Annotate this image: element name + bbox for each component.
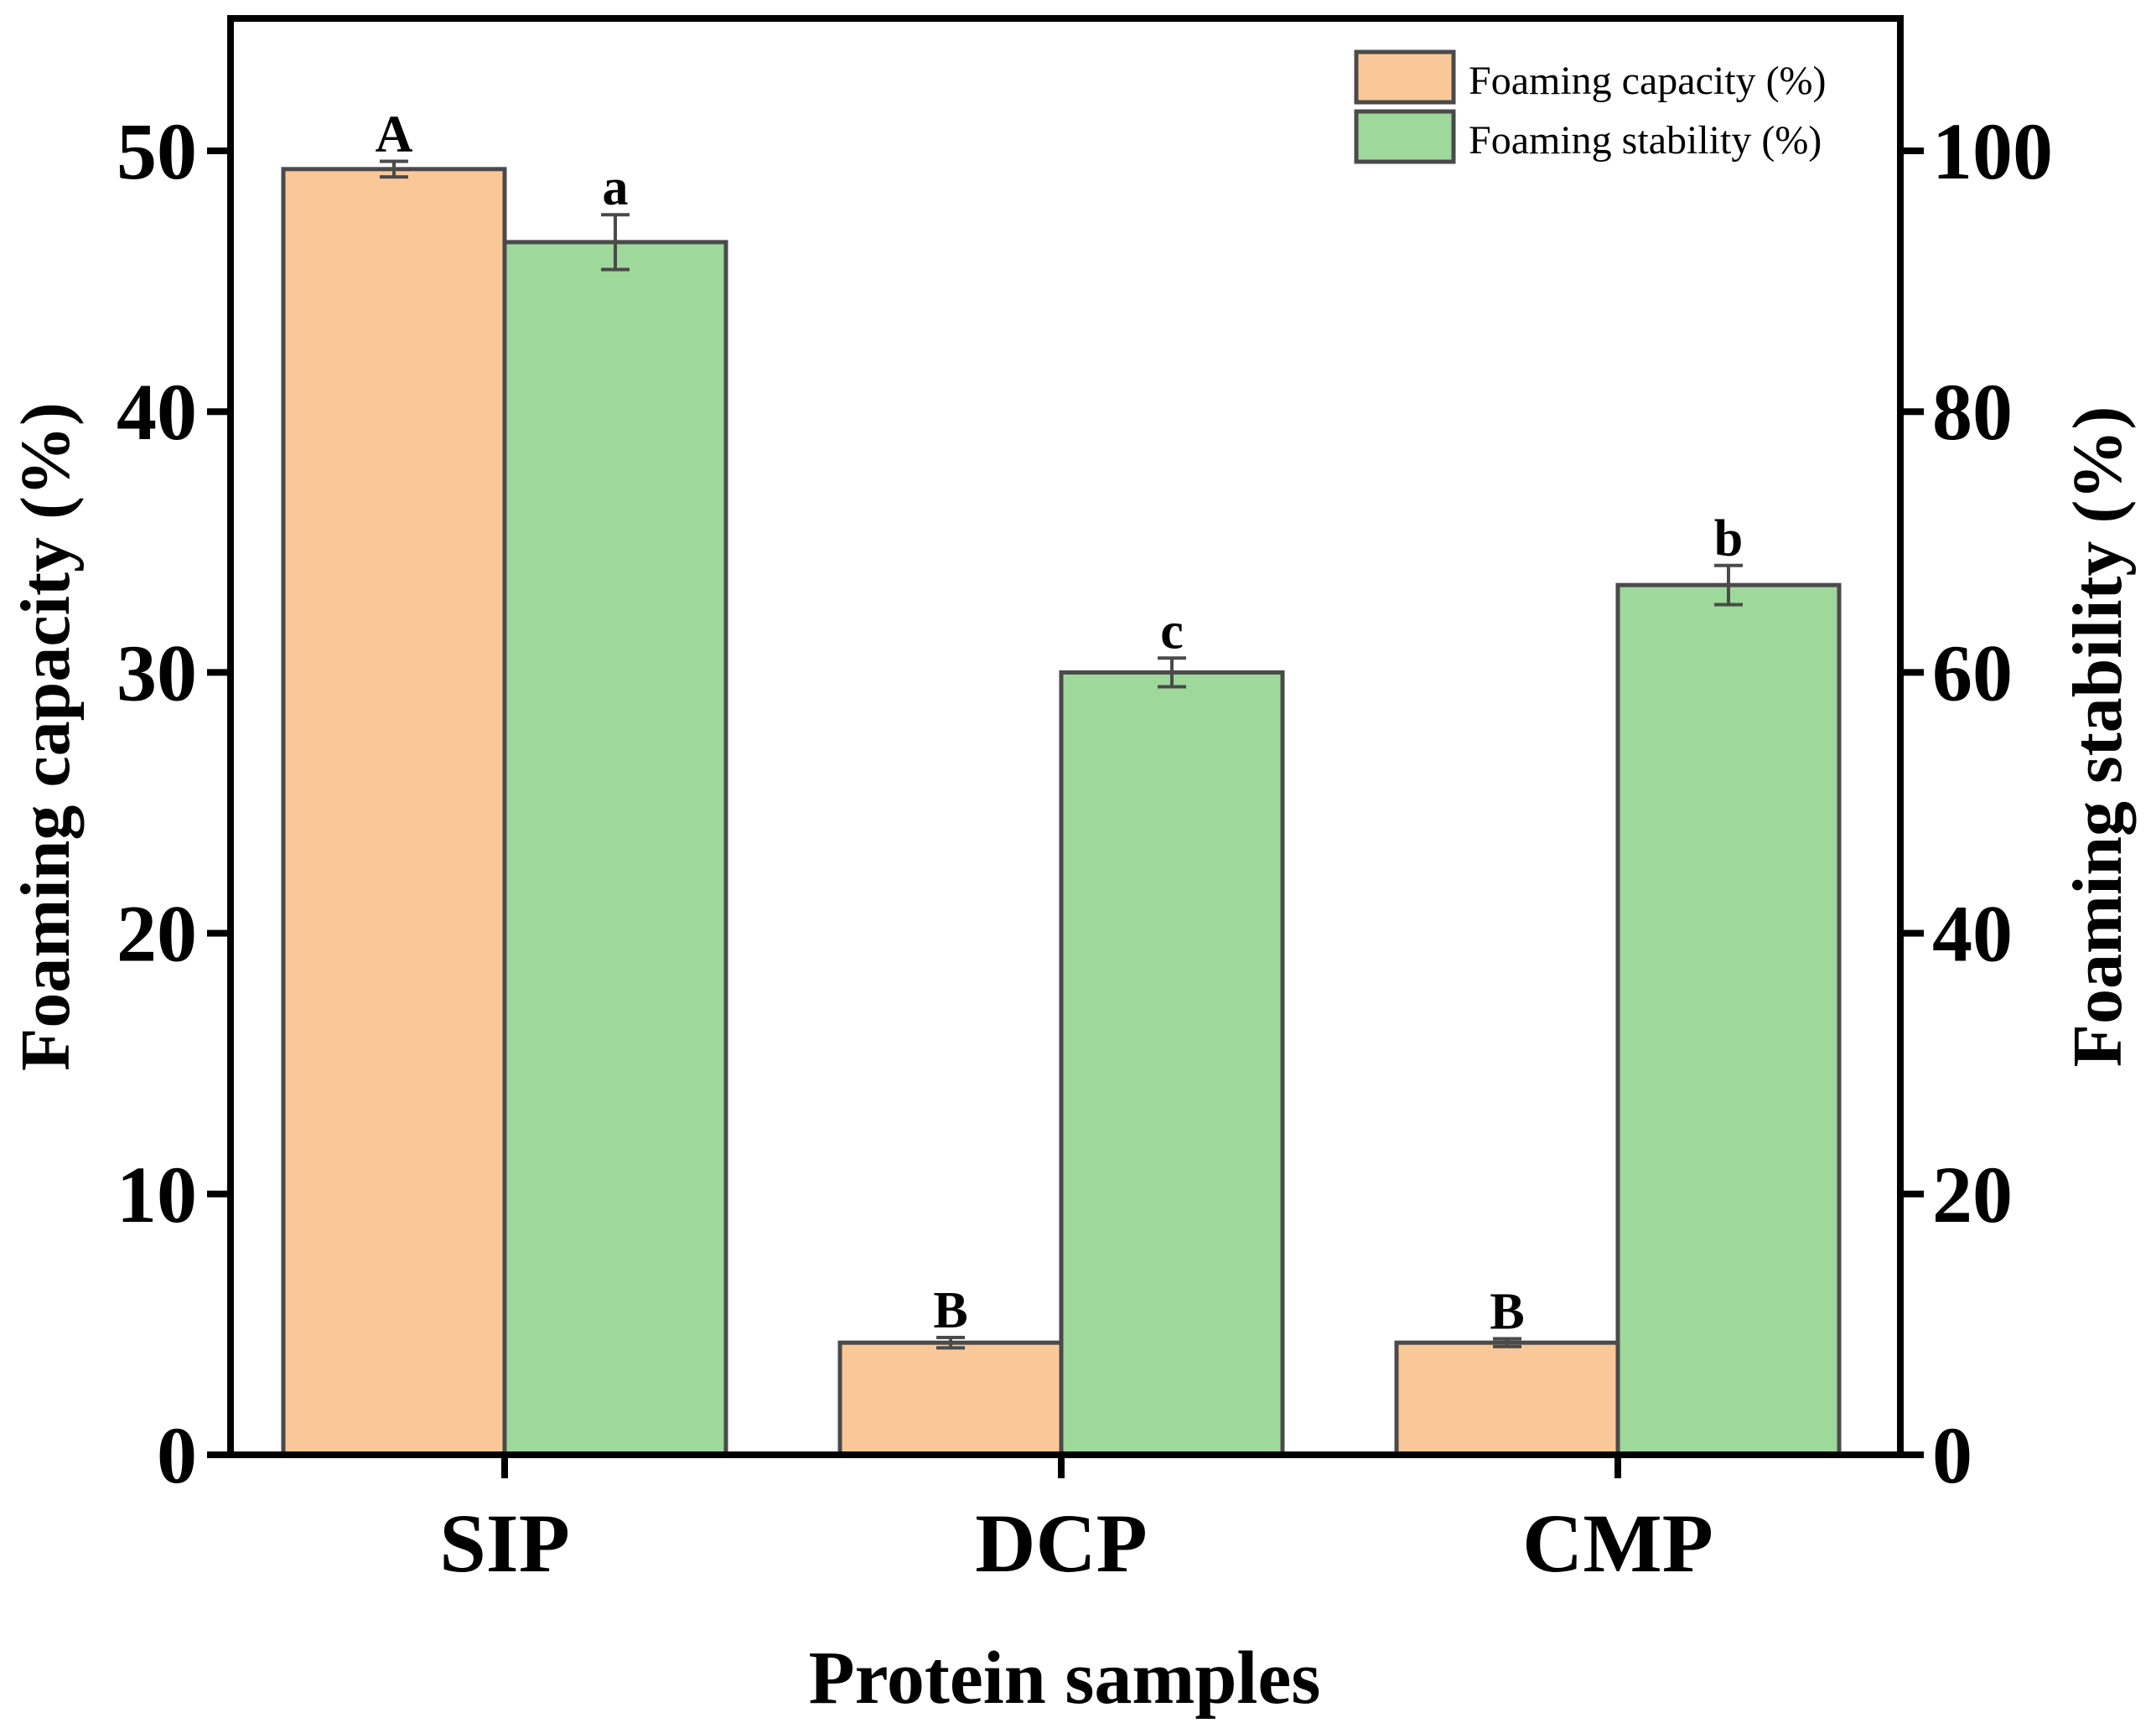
ticks-layer: 0 10 20 30 40 50 0 20 40 60 80 100 SIP DCP CMP <box>117 106 2053 1590</box>
legend-swatch-foaming-stability <box>1354 109 1456 164</box>
x-category-label-cmp: CMP <box>1522 1497 1713 1590</box>
y-left-tick-label: 20 <box>117 889 197 979</box>
x-category-label-dcp: DCP <box>975 1497 1148 1590</box>
sig-label-sip-foaming-capacity: A <box>376 106 413 163</box>
sig-label-sip-foaming-stability: a <box>603 159 629 216</box>
sig-label-dcp-foaming-capacity: B <box>933 1282 967 1339</box>
y-axis-right-title: Foaming stability (%) <box>2059 406 2137 1068</box>
y-right-tick-label: 80 <box>1932 367 2013 457</box>
y-right-tick-label: 100 <box>1932 106 2053 196</box>
x-category-label-sip: SIP <box>439 1497 570 1590</box>
error-bar-cmp-foaming-capacity <box>1493 1337 1521 1348</box>
error-bar-sip-foaming-stability <box>601 213 630 272</box>
bar-dcp-foaming-stability <box>1059 670 1285 1457</box>
y-left-tick-label: 30 <box>117 628 197 717</box>
bar-sip-foaming-capacity <box>281 167 507 1457</box>
y-left-tick-label: 40 <box>117 367 197 457</box>
y-right-tick-label: 60 <box>1932 628 2013 717</box>
x-axis-title: Protein samples <box>809 1637 1321 1720</box>
bar-dcp-foaming-capacity <box>837 1340 1064 1457</box>
significance-labels-layer: A B Ba c b <box>376 106 1744 1340</box>
bars-layer <box>281 167 1842 1457</box>
sig-label-dcp-foaming-stability: c <box>1160 603 1184 660</box>
legend-swatch-foaming-capacity <box>1354 49 1456 105</box>
error-bar-dcp-foaming-stability <box>1158 656 1186 689</box>
legend-label-foaming-capacity: Foaming capacity (%) <box>1469 59 1827 103</box>
error-bars-layer <box>380 159 1743 1350</box>
sig-label-cmp-foaming-stability: b <box>1714 510 1743 567</box>
error-bar-cmp-foaming-stability <box>1714 563 1743 607</box>
error-bar-sip-foaming-capacity <box>380 159 408 179</box>
bar-cmp-foaming-capacity <box>1394 1340 1620 1457</box>
legend: Foaming capacity (%) Foaming stability (… <box>1354 49 1827 164</box>
y-left-tick-label: 50 <box>117 106 197 196</box>
plot-frame <box>227 15 1904 1458</box>
y-left-tick-label: 10 <box>117 1150 197 1239</box>
sig-label-cmp-foaming-capacity: B <box>1490 1284 1524 1341</box>
bar-cmp-foaming-stability <box>1615 582 1842 1457</box>
y-left-tick-label: 0 <box>157 1410 197 1500</box>
y-right-tick-label: 0 <box>1932 1410 1972 1500</box>
y-right-tick-label: 20 <box>1932 1150 2013 1239</box>
y-right-tick-label: 40 <box>1932 889 2013 979</box>
bar-sip-foaming-stability <box>502 240 728 1457</box>
y-axis-left-title: Foaming capacity (%) <box>7 402 85 1071</box>
legend-label-foaming-stability: Foaming stability (%) <box>1469 118 1822 163</box>
error-bar-dcp-foaming-capacity <box>936 1335 965 1350</box>
